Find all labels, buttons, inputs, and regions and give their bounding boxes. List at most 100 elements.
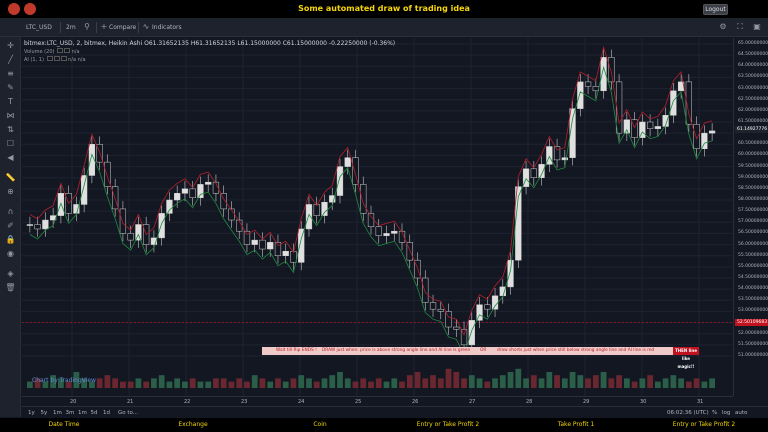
price-axis[interactable]: 65.00000000 64.50000000 64.00000000 63.5000… [733, 38, 768, 396]
snapshot-icon[interactable]: ▣ [753, 22, 761, 31]
candle-body [662, 115, 669, 127]
time-tick-label: 27 [469, 399, 476, 405]
candle-body [282, 251, 289, 256]
volume-bar [461, 378, 467, 388]
candle-body [654, 126, 661, 129]
app-title: Some automated draw of trading idea [298, 4, 470, 13]
stay-drawing-icon[interactable]: ✐ [7, 221, 14, 230]
legend-symbol[interactable]: bitmex:LTC_USD, 2, bitmex, Heikin Ashi [24, 40, 143, 47]
layers-icon[interactable]: ◈ [7, 269, 14, 278]
price-tick-label: 63.50000000 [738, 74, 768, 80]
period-button[interactable]: 1y [28, 410, 35, 416]
compare-icon[interactable]: + [100, 22, 108, 31]
volume-bar [282, 381, 289, 388]
volume-label[interactable]: Volume (20) [24, 49, 55, 55]
eye-icon[interactable]: ◉ [7, 249, 14, 258]
volume-bar [251, 375, 258, 388]
symbol-search[interactable]: LTC_USD [26, 24, 52, 31]
lock-icon[interactable]: 🔒 [5, 235, 16, 244]
footer-tab[interactable]: Exchange [178, 421, 208, 428]
period-button[interactable]: 5y [40, 410, 48, 416]
period-button[interactable]: 5d [90, 410, 98, 416]
volume-bar [96, 378, 103, 388]
price-tick-label: 62.50000000 [738, 96, 768, 102]
price-tick-label: 52.00000000 [738, 330, 768, 336]
ruler-icon[interactable]: 📏 [5, 173, 16, 182]
magnet-icon[interactable]: ∩ [7, 207, 14, 216]
bar-style-icon[interactable]: ⚲ [84, 22, 90, 31]
time-tick-label: 31 [697, 399, 704, 405]
footer-tab[interactable]: Take Profit 1 [557, 421, 595, 428]
candle-body [127, 233, 134, 241]
volume-bar [112, 378, 119, 388]
shapes-icon[interactable]: ☐ [6, 139, 15, 148]
price-tick-label: 65.00000000 [738, 41, 768, 46]
ai-label[interactable]: AI (1, 1) [24, 57, 44, 63]
auto-toggle[interactable]: auto [735, 410, 748, 416]
price-tick-label: 55.50000000 [738, 252, 768, 258]
brush-icon[interactable]: ✎ [7, 83, 14, 92]
settings-icon[interactable]: ⚙ [719, 22, 727, 31]
indicators-icon[interactable]: ∿ [142, 22, 150, 31]
trendline-icon[interactable]: ╱ [8, 55, 13, 64]
volume-bar [616, 375, 622, 388]
candle-body [553, 146, 561, 161]
period-button[interactable]: 1m [53, 410, 62, 416]
ai-value: n/a n/a [68, 57, 86, 63]
price-chart[interactable] [22, 38, 732, 396]
ai-green-line [29, 65, 713, 356]
volume-bar [569, 372, 576, 388]
volume-bar [507, 372, 514, 388]
pattern-icon[interactable]: ⋈ [6, 111, 15, 120]
volume-bar [244, 381, 250, 388]
time-axis[interactable]: 20 21 22 23 24 25 26 27 28 29 30 31 [22, 396, 733, 406]
candle-body [344, 157, 351, 167]
arrow-back-icon[interactable]: ◀ [7, 153, 14, 162]
period-button[interactable]: 1m [78, 410, 87, 416]
time-tick-label: 25 [355, 399, 362, 405]
trash-icon[interactable]: 🗑 [5, 283, 16, 292]
indicators-button[interactable]: Indicators [152, 24, 182, 31]
price-tick-label: 60.50000000 [738, 141, 768, 147]
footer-tab[interactable]: Entry or Take Profit 2 [416, 421, 480, 428]
text-icon[interactable]: T [8, 97, 13, 106]
candlestick-plot[interactable] [22, 38, 732, 396]
volume-bar [600, 372, 607, 388]
footer-tab[interactable]: Date Time [48, 421, 80, 428]
goto-button[interactable]: Go to... [118, 410, 139, 416]
period-button[interactable]: 3m [65, 410, 75, 416]
volume-bar [709, 378, 715, 388]
candle-body [468, 320, 475, 346]
period-button[interactable]: 1d [103, 410, 110, 416]
compare-button[interactable]: Compare [109, 24, 137, 31]
candle-body [546, 146, 553, 165]
log-toggle[interactable]: log [722, 410, 731, 416]
fib-icon[interactable]: ≡ [7, 69, 14, 78]
percent-toggle[interactable]: % [712, 410, 718, 416]
volume-bar [453, 372, 460, 388]
crosshair-icon[interactable]: ✛ [7, 41, 14, 50]
footer-tab[interactable]: Entry or Take Profit 2 [672, 421, 736, 428]
fullscreen-icon[interactable]: ⛶ [737, 22, 743, 31]
zoom-icon[interactable]: ⊕ [7, 187, 14, 196]
volume-bar [670, 375, 677, 388]
tradingview-watermark[interactable]: Chart by TradingView [32, 377, 96, 384]
logout-button[interactable]: Logout [703, 4, 728, 15]
footer-tabs: Date Time Exchange Coin Entry or Take Profi… [0, 418, 768, 432]
time-tick-label: 26 [412, 399, 419, 405]
candle-body [298, 228, 305, 263]
candle-body [267, 242, 274, 250]
candle-body [453, 326, 460, 330]
candle-body [367, 213, 375, 227]
volume-bar [647, 375, 653, 388]
prediction-icon[interactable]: ⇅ [7, 125, 14, 134]
price-tick-label: 53.00000000 [738, 308, 768, 314]
candle-body [352, 157, 359, 185]
interval-selector[interactable]: 2m [66, 24, 76, 31]
footer-tab[interactable]: Coin [313, 421, 327, 428]
volume-bar [220, 378, 227, 388]
candle-body [174, 193, 181, 201]
hint-end: THEN line like magic!! [673, 347, 699, 369]
volume-bar [368, 381, 374, 388]
candle-body [42, 219, 49, 230]
